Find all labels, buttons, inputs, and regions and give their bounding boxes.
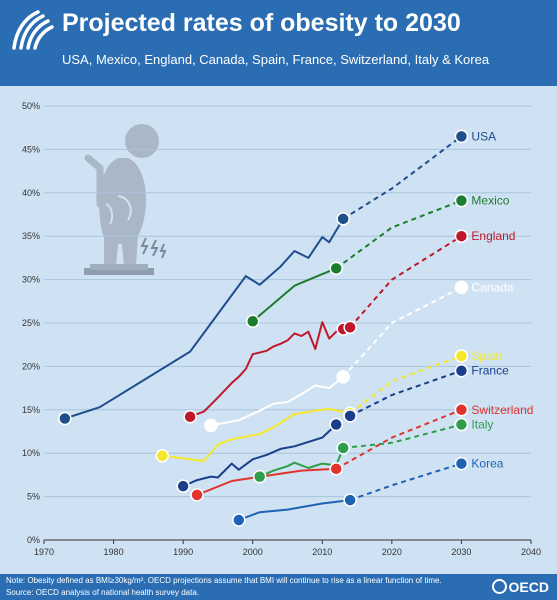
flag-marker-usa xyxy=(58,411,72,426)
axes: 0% 5% 10% 15% 20% 25% 30% 35% 40% 45% 50% 1970 1980 1… xyxy=(22,101,541,557)
footnote-source: Source: OECD analysis of national health… xyxy=(6,588,199,597)
oecd-ring-icon xyxy=(491,579,507,594)
y-tick-label: 45% xyxy=(22,144,40,154)
flag-marker-spain xyxy=(155,449,170,463)
flag-marker-usa xyxy=(336,212,350,226)
series-label-usa: USA xyxy=(471,129,496,143)
gridlines xyxy=(44,105,531,541)
series-line-england-projected xyxy=(349,235,462,328)
flag-marker-switzerland xyxy=(454,403,469,417)
footnote: Note: Obesity defined as BMI≥30kg/m². OE… xyxy=(6,575,442,599)
x-tick-label: 2010 xyxy=(312,547,332,557)
flag-marker-england xyxy=(343,320,357,335)
x-tick-label: 1970 xyxy=(34,547,54,557)
series-line-mexico-observed xyxy=(252,267,337,323)
flag-marker-france xyxy=(454,363,469,378)
chart-title: Projected rates of obesity to 2030 xyxy=(62,9,461,37)
series-line-usa-observed xyxy=(64,218,345,420)
series-line-usa-projected xyxy=(342,135,462,220)
flag-marker-usa xyxy=(454,129,469,144)
y-tick-label: 15% xyxy=(22,405,40,415)
flag-marker-italy xyxy=(454,417,469,432)
series-label-france: France xyxy=(471,364,509,378)
series-label-spain: Spain xyxy=(471,349,502,363)
flag-marker-mexico xyxy=(329,261,343,276)
flag-marker-switzerland xyxy=(329,462,343,476)
y-tick-label: 25% xyxy=(22,318,40,328)
y-tick-label: 5% xyxy=(27,492,40,502)
series-label-korea: Korea xyxy=(471,457,503,471)
y-tick-label: 20% xyxy=(22,361,40,371)
series-label-switzerland: Switzerland xyxy=(471,403,533,417)
flag-marker-canada xyxy=(454,280,469,295)
flag-marker-canada xyxy=(336,370,350,384)
plot-background xyxy=(0,86,557,574)
chart-subtitle: USA, Mexico, England, Canada, Spain, Fra… xyxy=(62,52,490,67)
obese-person-on-scale-illustration xyxy=(84,124,167,275)
series-label-england: England xyxy=(471,229,515,243)
series-line-korea-observed xyxy=(238,499,351,521)
oecd-swirl-icon xyxy=(12,10,54,50)
x-tick-label: 1980 xyxy=(104,547,124,557)
footnote-note: Note: Obesity defined as BMI≥30kg/m². OE… xyxy=(6,576,442,585)
x-tick-label: 2020 xyxy=(382,547,402,557)
chart-header: Projected rates of obesity to 2030 USA, … xyxy=(0,0,557,86)
oecd-logo-text: OECD xyxy=(508,579,549,595)
oecd-logo[interactable]: OECD xyxy=(491,579,549,595)
flag-marker-france xyxy=(176,479,190,493)
x-tick-label: 2040 xyxy=(521,547,541,557)
series-line-canada-projected xyxy=(342,286,462,378)
flag-marker-italy xyxy=(336,441,350,455)
flag-marker-switzerland xyxy=(190,488,204,502)
flag-marker-korea xyxy=(232,513,246,527)
x-tick-label: 1990 xyxy=(173,547,193,557)
series-line-switzerland-observed xyxy=(196,467,337,496)
series-label-mexico: Mexico xyxy=(471,194,509,208)
series-label-canada: Canada xyxy=(471,280,513,294)
obesity-line-chart: 0% 5% 10% 15% 20% 25% 30% 35% 40% 45% 50% 1970 1980 1… xyxy=(22,101,541,557)
y-tick-label: 35% xyxy=(22,231,40,241)
flag-marker-england xyxy=(454,229,469,243)
flag-marker-france xyxy=(343,409,357,423)
series-line-spain-projected xyxy=(349,355,462,415)
x-tick-label: 2030 xyxy=(451,547,471,557)
x-tick-label: 2000 xyxy=(243,547,263,557)
flag-marker-korea xyxy=(454,456,469,471)
y-tick-label: 0% xyxy=(27,535,40,545)
flag-marker-mexico xyxy=(245,314,260,329)
flag-marker-england xyxy=(183,409,197,424)
flag-marker-italy xyxy=(252,469,267,484)
marker-layer xyxy=(58,129,469,527)
flag-marker-korea xyxy=(343,493,357,507)
flag-marker-canada xyxy=(204,418,218,433)
series-line-switzerland-projected xyxy=(335,408,462,470)
flag-marker-spain xyxy=(454,349,469,363)
flag-marker-mexico xyxy=(454,193,469,208)
series-line-spain-observed xyxy=(162,407,351,462)
series-line-mexico-projected xyxy=(335,199,462,270)
flag-marker-france xyxy=(329,417,343,432)
series-line-france-projected xyxy=(349,369,462,417)
y-tick-label: 50% xyxy=(22,101,40,111)
y-tick-label: 10% xyxy=(22,448,40,458)
series-layer xyxy=(64,135,462,521)
y-tick-label: 40% xyxy=(22,188,40,198)
y-tick-label: 30% xyxy=(22,275,40,285)
series-line-canada-observed xyxy=(210,376,344,427)
chart-footer: Note: Obesity defined as BMI≥30kg/m². OE… xyxy=(0,574,557,600)
series-line-italy-projected xyxy=(343,423,462,449)
series-line-france-observed xyxy=(182,423,337,488)
series-label-italy: Italy xyxy=(471,418,493,432)
series-line-england-observed xyxy=(189,321,344,418)
series-line-korea-projected xyxy=(349,462,462,502)
